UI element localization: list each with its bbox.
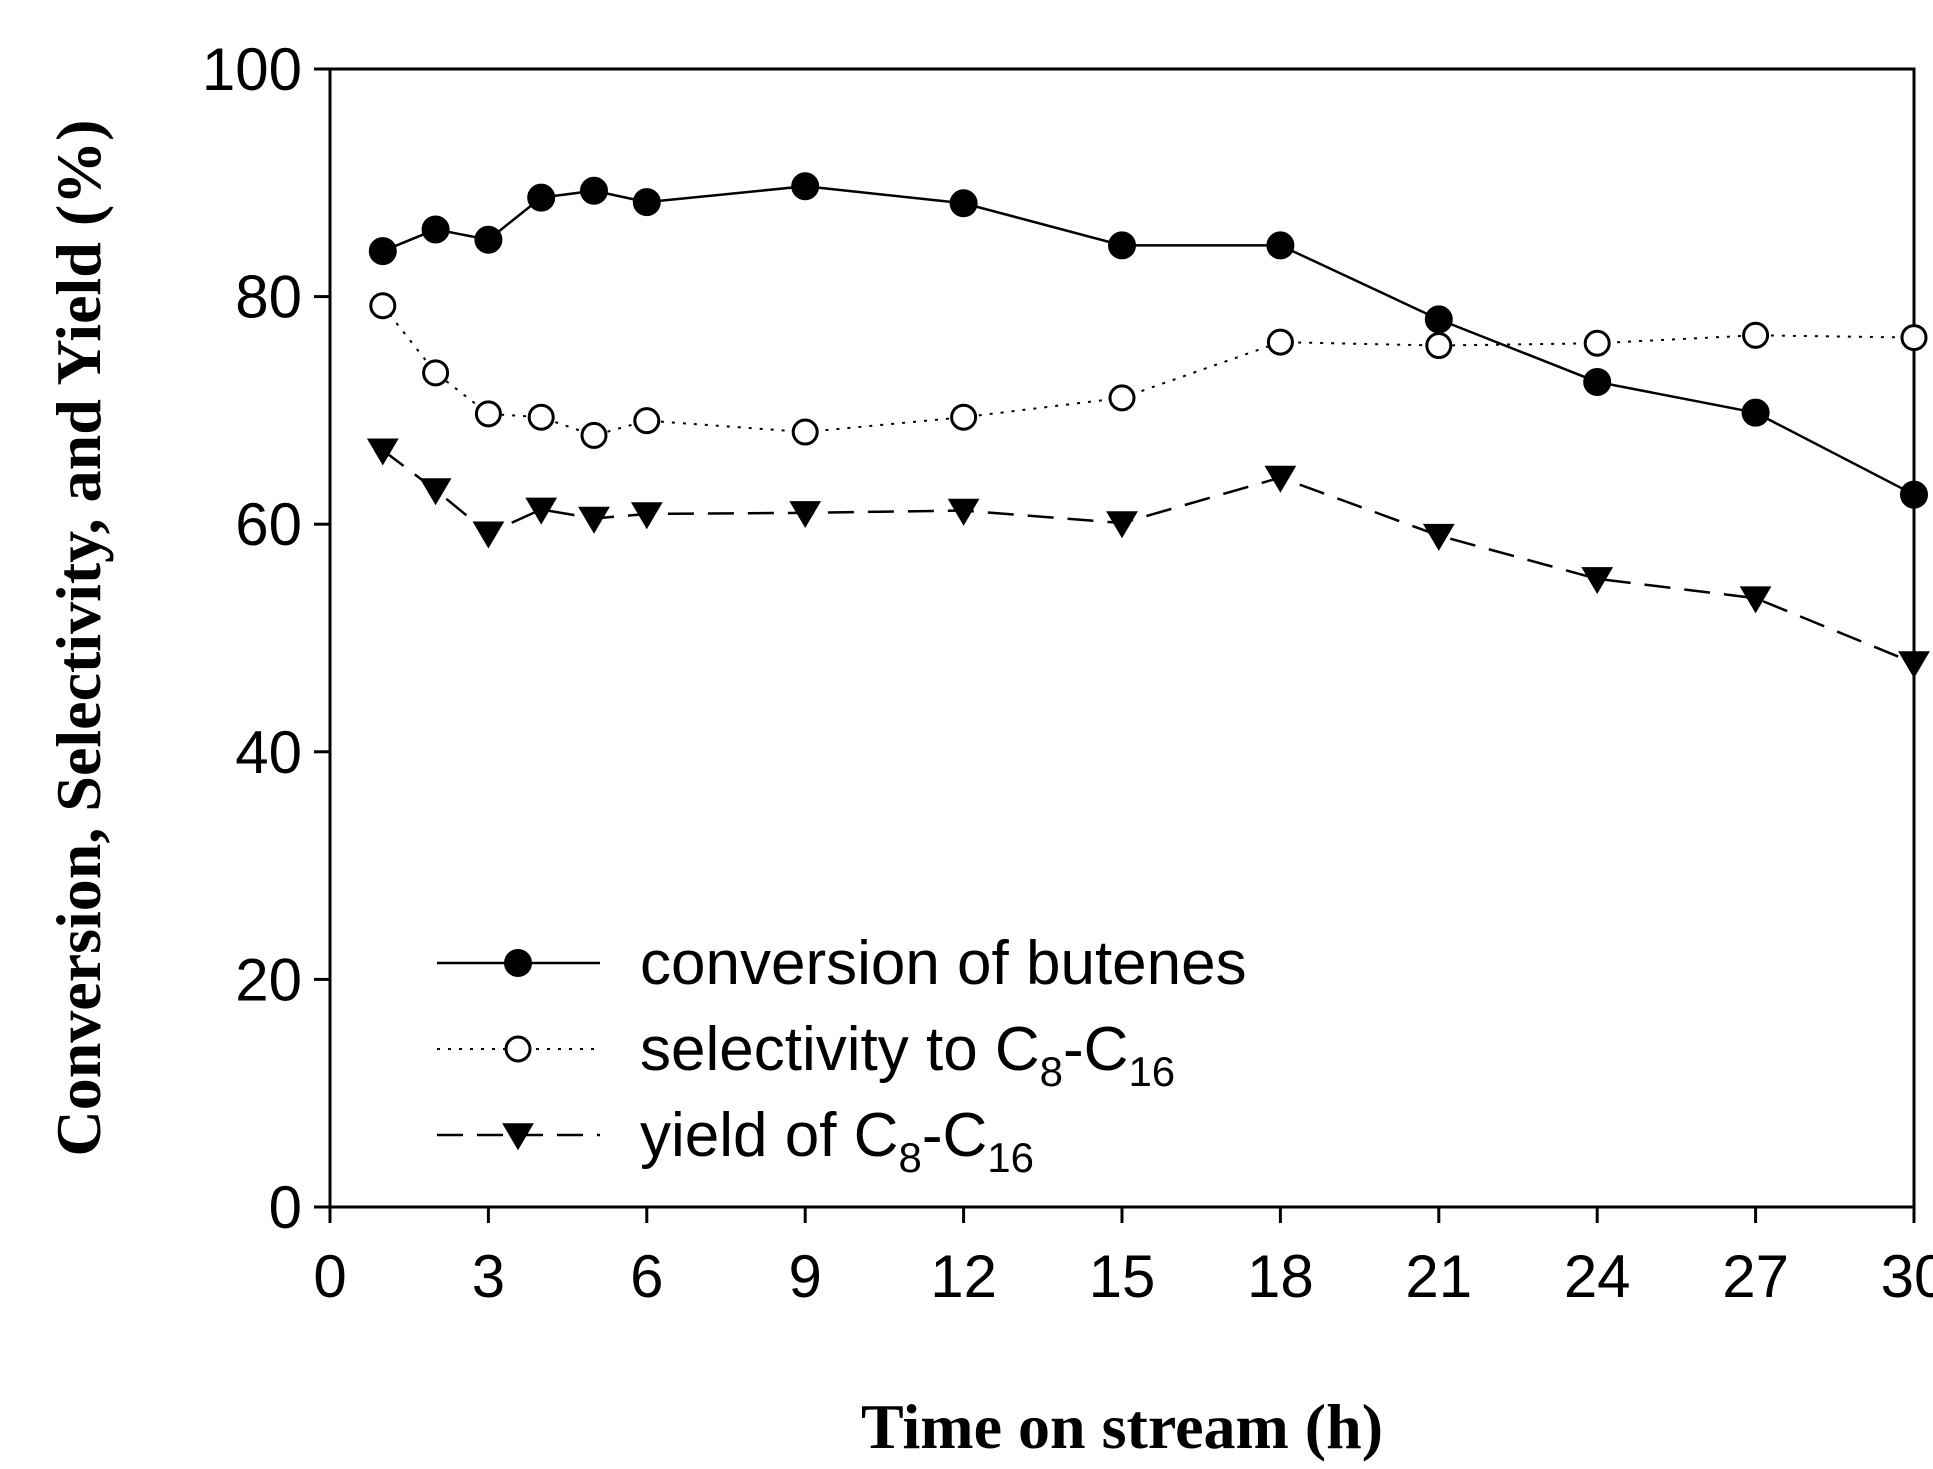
legend-label: conversion of butenes [640,929,1247,998]
legend-item: selectivity to C8-C16 [437,1015,1175,1095]
series-1-line [382,305,1915,437]
legend-label: yield of C8-C16 [640,1101,1034,1181]
series-1-point [474,400,502,428]
series-2-point [789,501,822,529]
legend-label-part: yield of C [640,1101,898,1170]
series-1-point [369,292,397,320]
y-tick-label: 0 [269,1174,302,1241]
series-0-point [368,237,397,266]
series-1 [369,292,1928,449]
legend-label-part: conversion of butenes [640,929,1247,998]
series-0 [368,172,1928,509]
series-2-point [419,478,452,506]
legend-label-part: -C [922,1101,987,1170]
x-axis: 0 3 6 9 12 15 18 21 24 27 30 [313,1207,1933,1310]
series-1-point [1266,328,1294,356]
series-2-point [1581,567,1614,595]
series-0-point [1424,305,1453,334]
series-1-point [580,421,608,449]
series-1-point [422,359,450,387]
series-0-point [580,176,608,205]
legend-label: selectivity to C8-C16 [640,1015,1175,1095]
legend-marker [502,1123,534,1151]
series-1-point [527,403,555,431]
y-tick-label: 40 [235,719,302,786]
series-2-point [947,498,980,526]
y-tick-label: 60 [235,491,302,558]
legend-marker [504,1035,532,1063]
series-1-point [950,403,978,431]
x-tick-label: 6 [630,1243,663,1310]
x-tick-label: 18 [1247,1243,1314,1310]
x-tick-label: 15 [1089,1243,1156,1310]
series-0-line [382,184,1915,496]
series-0-point [1266,231,1295,260]
series-1-point [1108,384,1136,412]
series-0-point [632,188,661,217]
series-2 [366,438,1930,679]
legend-label-part: -C [1063,1015,1128,1084]
series-1-point [1425,332,1453,360]
series-1-point [1583,329,1611,357]
series-2-point [366,438,399,466]
series-2-point [1264,465,1297,493]
series-2-point [472,521,505,549]
y-tick-label: 20 [235,946,302,1013]
series-1-point [1900,324,1928,352]
series-0-point [1741,398,1770,427]
series-0-point [791,172,820,201]
series-1-point [1742,321,1770,349]
x-tick-label: 0 [313,1243,346,1310]
series-1-point [791,418,819,446]
y-tick-label: 80 [235,264,302,331]
legend-marker [504,949,532,977]
x-tick-label: 24 [1564,1243,1631,1310]
series-2-point [630,502,663,530]
series-2-point [578,506,610,534]
series-0-point [1583,367,1612,396]
x-tick-label: 3 [472,1243,505,1310]
legend-item: yield of C8-C16 [437,1101,1034,1181]
legend-item: conversion of butenes [437,929,1247,998]
x-tick-label: 27 [1722,1243,1789,1310]
legend-label-part: 16 [1128,1048,1175,1095]
series-2-line [382,449,1915,665]
x-tick-label: 21 [1405,1243,1472,1310]
legend-label-part: selectivity to C [640,1015,1040,1084]
series-0-point [474,225,503,254]
series-0-point [1108,231,1136,260]
series-2-point [1739,586,1772,614]
series-layer [366,172,1930,679]
series-2-point [1898,651,1930,679]
series-1-point [633,407,661,435]
x-axis-title: Time on stream (h) [861,1391,1383,1462]
series-2-point [1422,523,1455,551]
x-tick-label: 9 [789,1243,822,1310]
legend-label-part: 8 [898,1134,921,1181]
legend-label-part: 8 [1040,1048,1063,1095]
series-0-point [421,215,450,244]
series-0-point [949,189,978,218]
series-0-point [1900,480,1928,509]
y-axis: 0 20 40 60 80 100 [202,36,330,1241]
series-0-point [527,183,556,212]
x-tick-label: 12 [930,1243,997,1310]
series-2-point [525,497,558,525]
legend-label-part: 16 [987,1134,1034,1181]
series-2-point [1106,511,1138,539]
y-axis-title: Conversion, Selectivity, and Yield (%) [43,120,114,1157]
x-tick-label: 30 [1881,1243,1933,1310]
y-tick-label: 100 [202,36,302,103]
